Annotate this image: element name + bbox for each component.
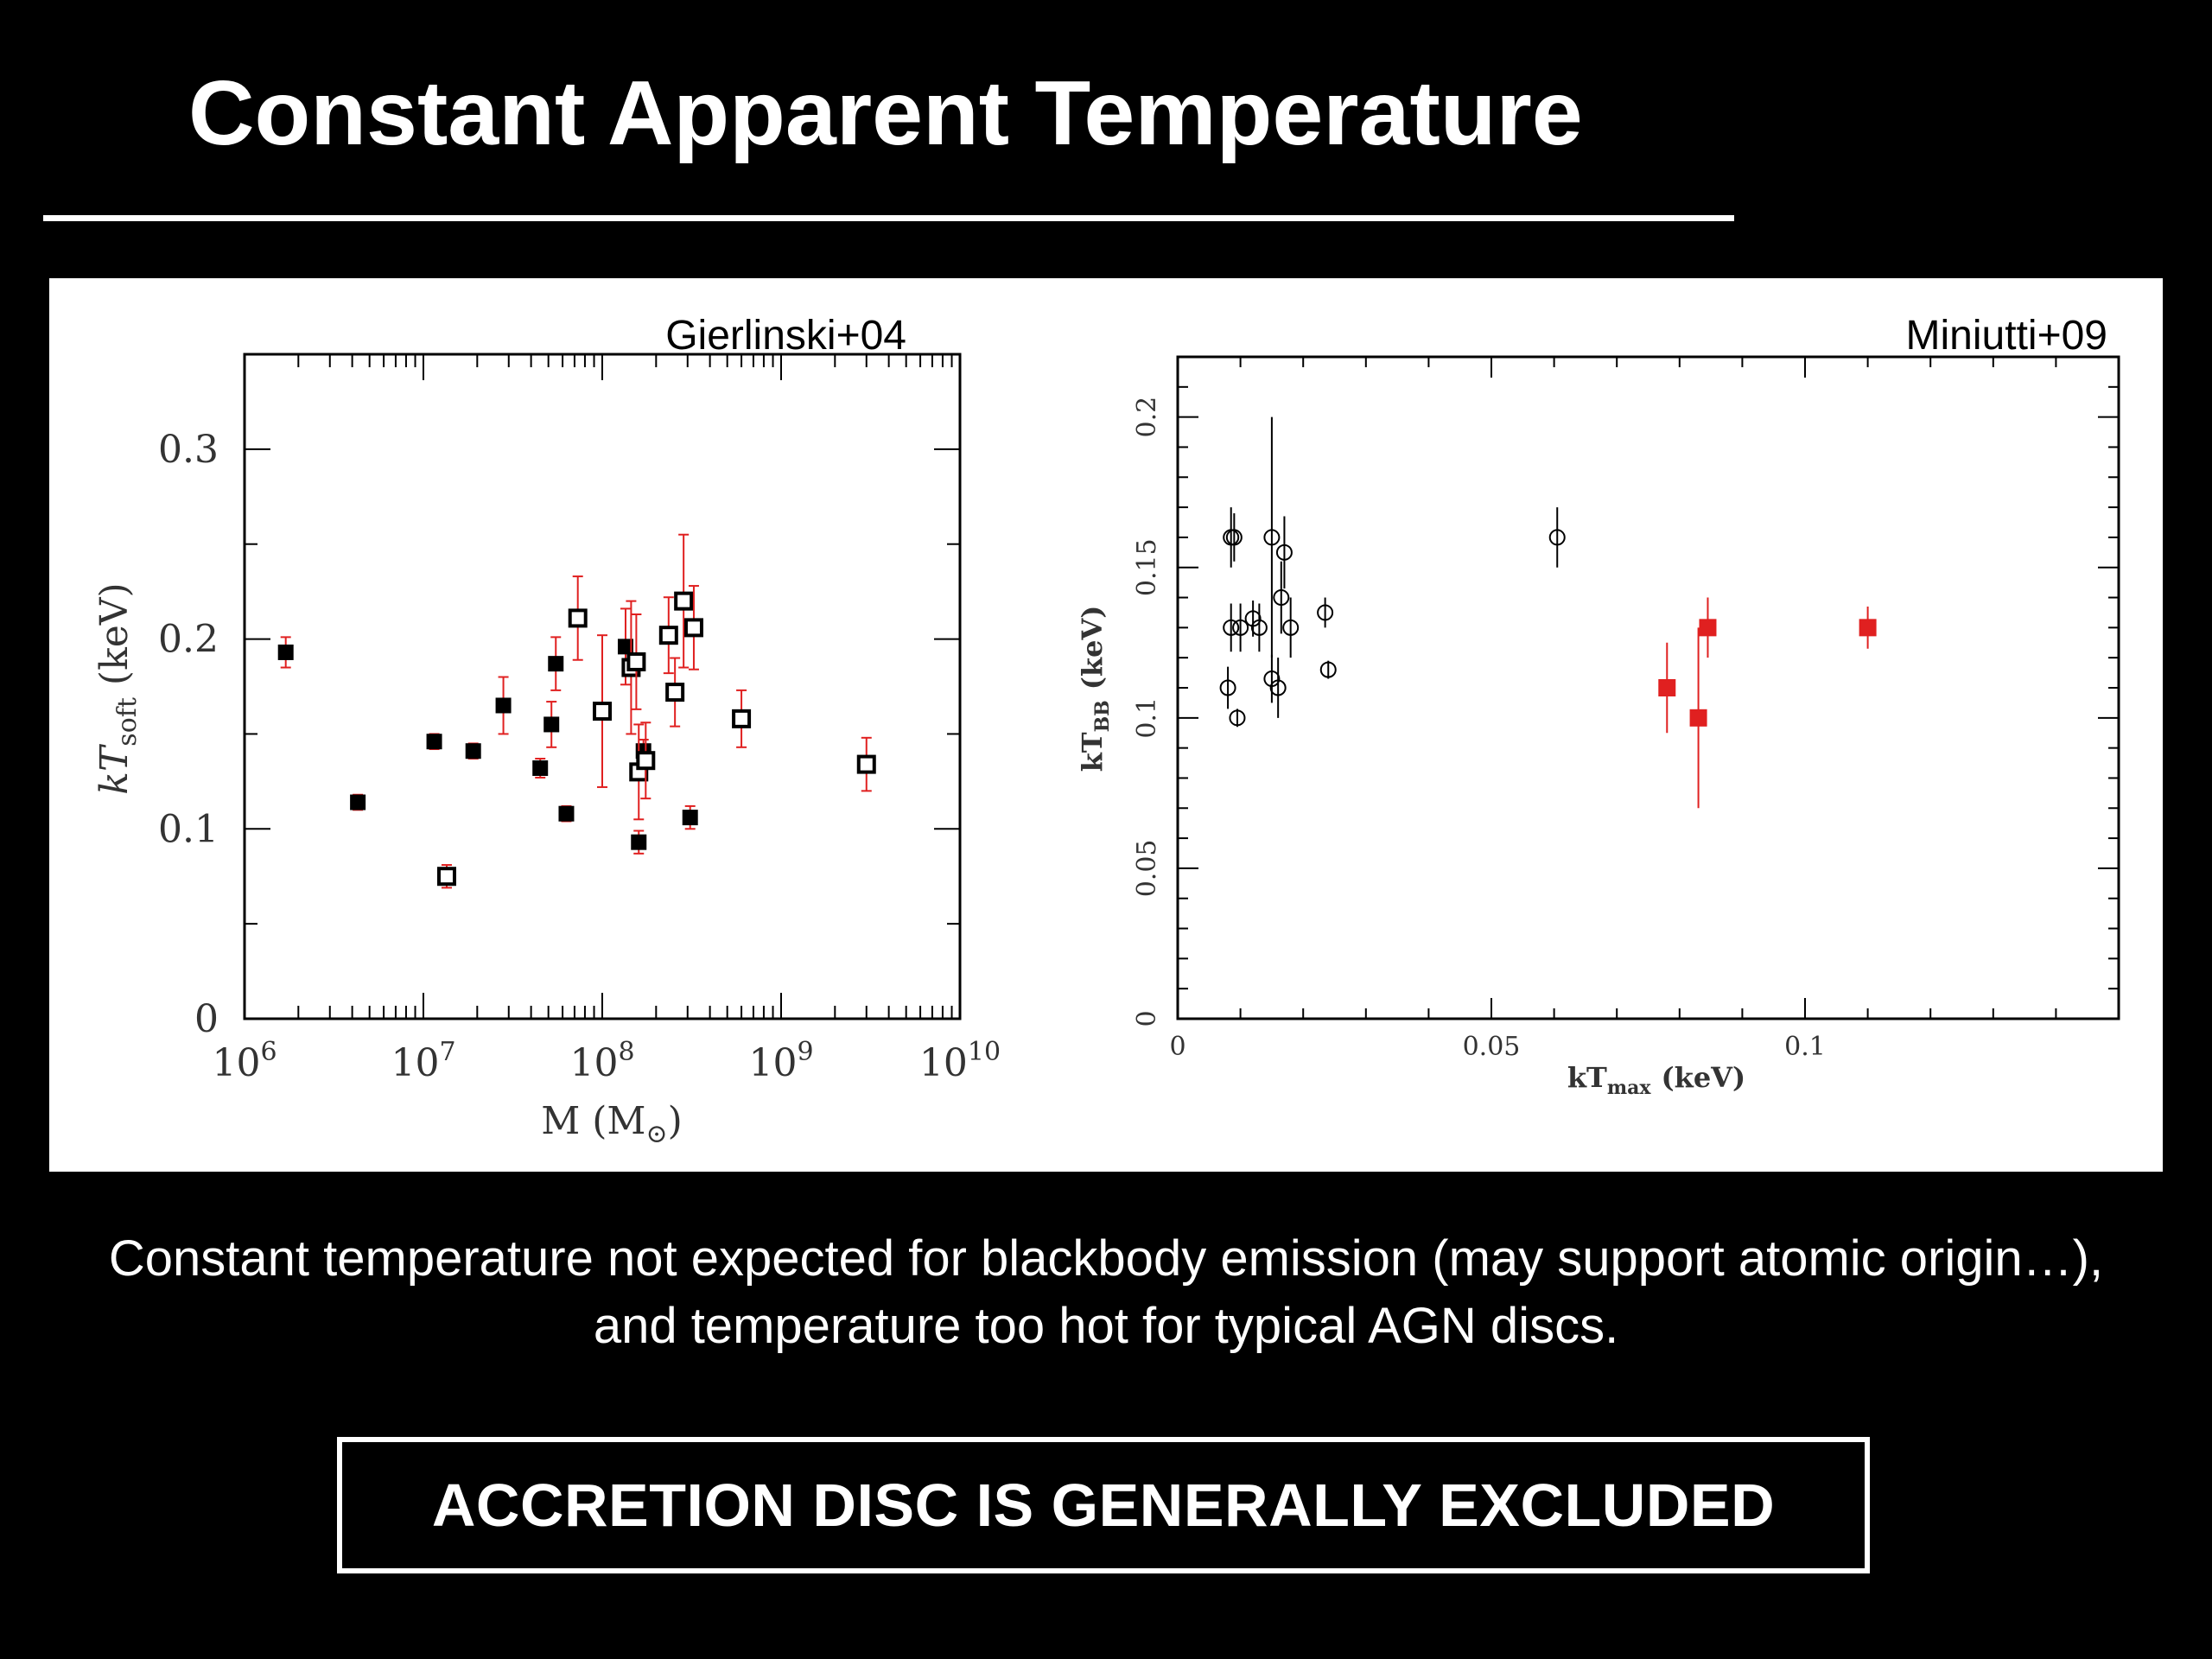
data-point-open-circle	[1548, 529, 1566, 546]
data-point-filled-square	[350, 794, 366, 810]
x-tick-label: 0.05	[1463, 1032, 1521, 1062]
data-point-open-square	[674, 591, 694, 611]
slide-title: Constant Apparent Temperature	[188, 62, 1583, 164]
data-point-filled-square	[543, 716, 560, 733]
data-point-filled-square	[277, 644, 294, 660]
data-point-open-circle	[1244, 610, 1262, 627]
x-axis-label: M (M⊙)	[541, 1099, 683, 1149]
axis-tick-labels: 0 0.05 0.1 0 0.05 0.1 0.15 0.2	[1132, 397, 1826, 1062]
y-tick-label: 0.2	[1132, 397, 1162, 438]
data-point-open-circle	[1250, 619, 1268, 636]
title-underline	[43, 215, 1734, 221]
conclusion-text: ACCRETION DISC IS GENERALLY EXCLUDED	[431, 1471, 1776, 1539]
data-point-open-square	[568, 608, 588, 628]
x-tick-label: 0.1	[1784, 1032, 1826, 1062]
x-tick-label: 108	[569, 1037, 634, 1085]
y-tick-label: 0.15	[1132, 538, 1162, 596]
data-point-open-circle	[1263, 671, 1281, 688]
figure-panel: Gierlinski+04 106 107 108 109 1010 0 0.1 0.2 0.3…	[49, 278, 2163, 1172]
y-axis-label: kTsoft(keV)	[92, 582, 143, 794]
data-point-open-circle	[1223, 619, 1240, 636]
x-tick-label: 0	[1169, 1032, 1185, 1062]
data-point-filled-square	[682, 810, 698, 826]
data-point-open-circle	[1275, 543, 1293, 561]
chart-source-label: Gierlinski+04	[665, 313, 906, 359]
x-tick-label: 106	[212, 1037, 276, 1085]
axis-tick-labels: 106 107 108 109 1010 0 0.1 0.2 0.3	[158, 428, 1001, 1085]
data-point-open-circle	[1225, 529, 1243, 546]
data-point-open-square	[593, 702, 612, 721]
axis-ticks	[1177, 356, 2120, 1020]
slide-caption: Constant temperature not expected for bl…	[108, 1230, 2104, 1354]
data-point-filled-square	[558, 805, 575, 822]
data-point-open-square	[658, 626, 678, 645]
data-point-filled-square	[532, 760, 549, 776]
y-tick-label: 0	[194, 997, 219, 1041]
chart-source-label: Miniutti+09	[1906, 313, 2107, 359]
data-point-filled-square	[548, 656, 564, 672]
data-point-open-circle	[1269, 679, 1287, 696]
data-point-open-square	[732, 709, 752, 728]
data-point-filled-square	[426, 734, 442, 750]
data-point-filled-square	[1658, 679, 1676, 696]
data-point-open-circle	[1317, 604, 1334, 621]
plot-frame	[1176, 355, 2120, 1020]
data-point-filled-square	[1859, 619, 1877, 637]
data-point-open-square	[436, 867, 456, 887]
data-point-filled-square	[631, 834, 647, 850]
y-axis-label: kTBB(keV)	[1076, 606, 1114, 772]
y-tick-label: 0	[1132, 1010, 1162, 1027]
data-point-filled-square	[1699, 619, 1717, 637]
chart-gierlinski: Gierlinski+04 106 107 108 109 1010 0 0.1 0.2 0.3…	[92, 313, 1001, 1149]
chart-miniutti: Miniutti+09 0 0.05 0.1 0 0.05 0.1 0.15 0.2 kTma…	[1076, 313, 2120, 1099]
data-point-open-circle	[1263, 529, 1281, 546]
data-point-open-circle	[1273, 589, 1290, 607]
data-point-open-square	[683, 618, 703, 638]
data-point-open-square	[665, 683, 685, 702]
data-point-open-square	[636, 751, 656, 771]
x-tick-label: 109	[748, 1037, 813, 1085]
data-point-open-circle	[1229, 709, 1246, 727]
y-tick-label: 0.1	[158, 807, 219, 851]
conclusion-box: ACCRETION DISC IS GENERALLY EXCLUDED	[337, 1437, 1870, 1573]
y-tick-label: 0.05	[1132, 840, 1162, 898]
y-tick-label: 0.3	[158, 428, 219, 472]
data-point-open-circle	[1282, 619, 1300, 636]
y-tick-label: 0.1	[1132, 697, 1162, 739]
data-point-filled-square	[495, 697, 512, 714]
x-tick-label: 1010	[919, 1037, 1001, 1085]
y-tick-label: 0.2	[158, 618, 219, 662]
figure-svg: Gierlinski+04 106 107 108 109 1010 0 0.1 0.2 0.3…	[92, 313, 2120, 1149]
data-point-open-circle	[1232, 619, 1249, 636]
data-point-filled-square	[465, 743, 481, 760]
data-points	[1219, 416, 1877, 809]
data-point-filled-square	[617, 639, 633, 655]
data-points	[277, 533, 876, 889]
data-point-filled-square	[1689, 709, 1707, 727]
data-point-open-square	[626, 652, 646, 671]
data-point-open-square	[856, 754, 876, 774]
x-axis-label: kTmax (keV)	[1567, 1061, 1745, 1099]
axis-ticks	[244, 353, 960, 1020]
data-point-open-circle	[1319, 661, 1337, 678]
x-tick-label: 107	[391, 1037, 455, 1085]
data-point-open-circle	[1219, 679, 1236, 696]
